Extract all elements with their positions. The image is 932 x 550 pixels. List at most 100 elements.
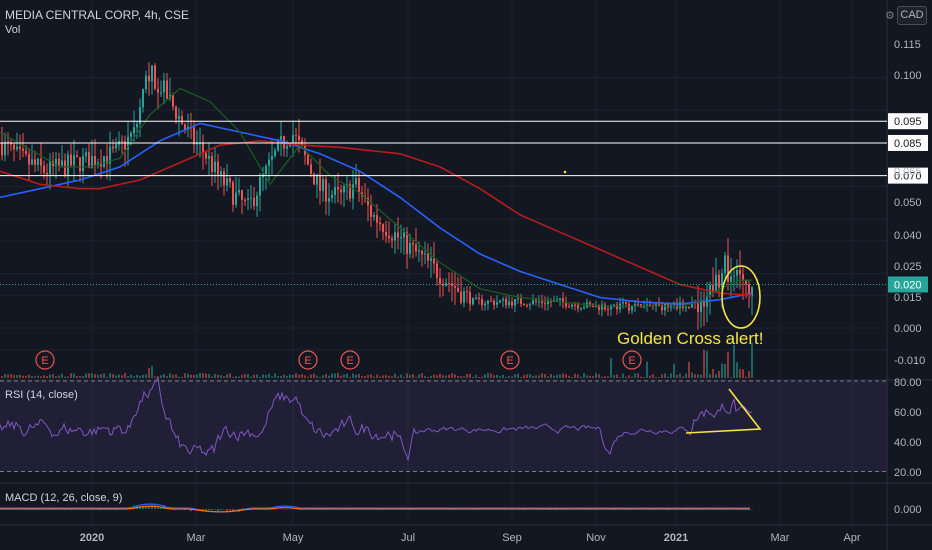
volume-bar — [532, 375, 534, 378]
candle-body — [322, 179, 324, 191]
volume-bar — [286, 376, 288, 378]
candle-body — [718, 274, 720, 288]
candle-body — [436, 263, 438, 278]
volume-bar — [487, 373, 489, 378]
macd-signal-line — [0, 505, 750, 513]
settings-gear-icon[interactable]: ⚙ — [885, 10, 895, 22]
candle-body — [565, 301, 567, 307]
volume-bar — [382, 375, 384, 378]
volume-bar — [499, 376, 501, 378]
candle-body — [442, 283, 444, 286]
candle-body — [91, 156, 93, 169]
macd-histogram-bar — [235, 509, 237, 510]
volume-bar — [538, 375, 540, 378]
volume-bar — [697, 374, 699, 378]
volume-bar — [121, 375, 123, 378]
volume-bar — [589, 375, 591, 378]
volume-bar — [703, 349, 705, 378]
candle-body — [616, 304, 618, 310]
candle-body — [97, 162, 99, 165]
volume-bar — [196, 374, 198, 378]
candle-body — [589, 302, 591, 305]
volume-bar — [391, 376, 393, 378]
volume-bars — [1, 342, 753, 378]
volume-bar — [241, 374, 243, 378]
volume-bar — [265, 374, 267, 378]
macd-histogram-bar — [223, 509, 225, 510]
candle-body — [541, 301, 543, 304]
volume-bar — [85, 373, 87, 378]
volume-bar — [355, 374, 357, 378]
candle-body — [628, 303, 630, 311]
volume-bar — [112, 374, 114, 378]
volume-bar — [358, 373, 360, 378]
volume-bar — [691, 372, 693, 378]
volume-bar — [301, 374, 303, 378]
earnings-marker-label: E — [506, 355, 513, 367]
candle-body — [82, 156, 84, 172]
candle-body — [325, 179, 327, 202]
volume-bar — [748, 371, 750, 378]
symbol-title[interactable]: MEDIA CENTRAL CORP, 4h, CSE — [5, 8, 190, 22]
candle-body — [73, 155, 75, 166]
candle-body — [739, 269, 741, 275]
volume-bar — [7, 374, 9, 378]
volume-bar — [706, 350, 708, 378]
volume-bar — [637, 373, 639, 378]
candle-body — [634, 303, 636, 307]
volume-bar — [172, 374, 174, 378]
time-axis-tick: Jul — [401, 532, 415, 544]
price-axis-tick: 0.000 — [894, 323, 922, 335]
volume-bar — [682, 376, 684, 378]
candle-body — [196, 143, 198, 145]
candle-body — [631, 306, 633, 311]
macd-histogram-bar — [211, 509, 213, 511]
volume-bar — [238, 376, 240, 378]
volume-bar — [676, 374, 678, 378]
volume-bar — [613, 375, 615, 378]
currency-badge[interactable]: CAD — [897, 6, 927, 25]
volume-bar — [562, 373, 564, 378]
volume-bar — [151, 366, 153, 378]
candle-body — [334, 187, 336, 195]
candle-body — [454, 285, 456, 288]
candle-body — [610, 305, 612, 310]
volume-bar — [586, 375, 588, 378]
volume-bar — [541, 373, 543, 378]
candle-body — [34, 159, 36, 165]
candle-body — [238, 189, 240, 193]
volume-bar — [244, 374, 246, 378]
volume-bar — [328, 375, 330, 378]
candle-body — [28, 153, 30, 165]
candle-body — [1, 142, 3, 156]
candle-body — [352, 184, 354, 199]
volume-bar — [388, 375, 390, 378]
candle-body — [268, 159, 270, 166]
earnings-marker-icon — [622, 350, 642, 370]
volume-bar — [61, 373, 63, 378]
earnings-marker-label: E — [628, 355, 635, 367]
candle-body — [148, 75, 150, 82]
volume-bar — [439, 373, 441, 378]
macd-histogram-bar — [151, 505, 153, 509]
volume-bar — [421, 373, 423, 378]
volume-bar — [442, 375, 444, 378]
volume-bar — [508, 376, 510, 378]
volume-bar — [331, 373, 333, 378]
candle-body — [61, 160, 63, 166]
candle-body — [43, 165, 45, 173]
volume-bar — [256, 374, 258, 378]
volume-bar — [274, 373, 276, 378]
volume-bar — [43, 375, 45, 378]
volume-bar — [124, 373, 126, 378]
candle-body — [223, 171, 225, 186]
macd-histogram-bar — [241, 508, 243, 509]
candle-body — [289, 144, 291, 147]
volume-bar — [154, 376, 156, 378]
volume-bar — [445, 375, 447, 378]
price-candles — [1, 62, 753, 330]
candle-body — [544, 303, 546, 305]
volume-bar — [337, 373, 339, 378]
